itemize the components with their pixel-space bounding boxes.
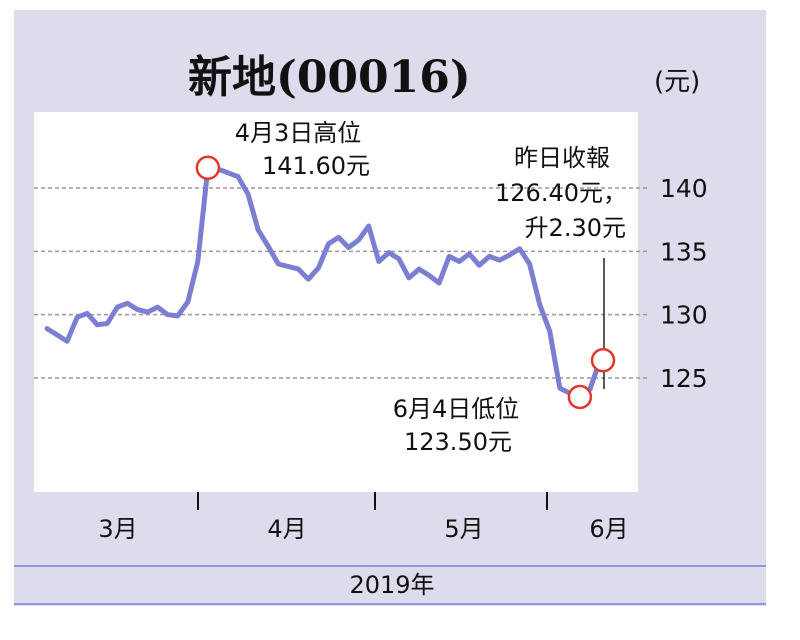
close-annotation-line2: 126.40元，: [495, 179, 627, 207]
high-annotation-date: 4月3日高位: [235, 119, 362, 147]
x-tick-label: 4月: [267, 515, 306, 543]
price-series-line: [44, 165, 603, 400]
unit-label: (元): [654, 67, 700, 97]
x-tick-label: 5月: [444, 515, 483, 543]
low-annotation-value: 123.50元: [404, 428, 512, 456]
y-tick-label: 130: [660, 301, 708, 330]
low-annotation-date: 6月4日低位: [393, 395, 520, 423]
close-annotation-line3: 升2.30元: [525, 214, 626, 242]
x-tick-label: 3月: [98, 515, 137, 543]
high-annotation-value: 141.60元: [262, 152, 370, 180]
x-axis-year-label: 2019年: [349, 571, 434, 599]
y-tick-label: 140: [660, 174, 708, 203]
grid-layer: [34, 187, 650, 379]
chart-title: 新地(00016): [188, 52, 471, 103]
tick-layer: 125 130 135 140 3月 4月 5月 6月: [98, 174, 707, 543]
close-annotation-line1: 昨日收報: [514, 144, 610, 172]
high-marker: [195, 155, 221, 180]
marker-layer: [195, 155, 616, 410]
y-tick-label: 125: [660, 364, 708, 393]
x-tick-label: 6月: [589, 515, 628, 543]
close-marker: [590, 348, 616, 373]
low-marker: [567, 384, 593, 410]
y-tick-label: 135: [660, 237, 708, 266]
